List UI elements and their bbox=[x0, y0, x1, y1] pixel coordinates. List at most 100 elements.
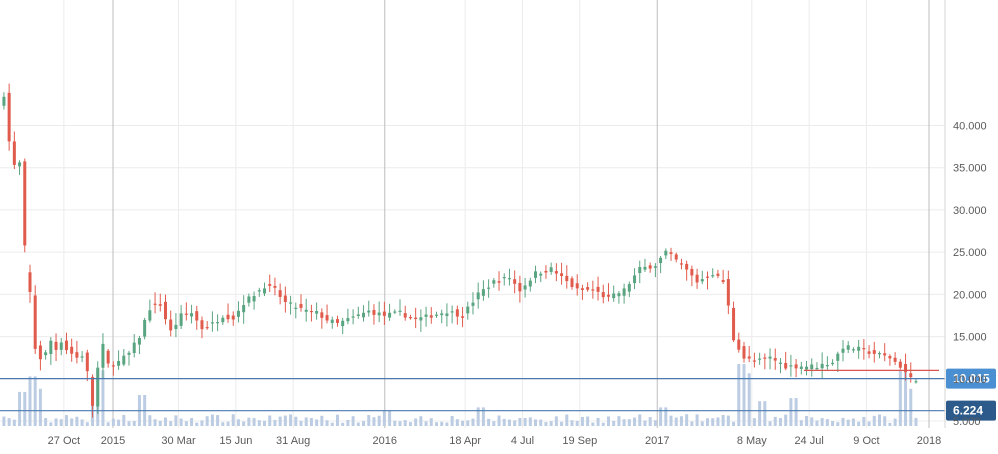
candle-body bbox=[362, 312, 366, 318]
candle-body bbox=[820, 363, 824, 369]
volume-bar bbox=[163, 417, 167, 426]
candle-body bbox=[721, 279, 725, 283]
volume-bar bbox=[586, 416, 590, 426]
volume-bar bbox=[346, 420, 350, 426]
volume-bar bbox=[424, 421, 428, 426]
volume-bar bbox=[236, 419, 240, 426]
x-tick-label: 2015 bbox=[101, 435, 125, 447]
volume-bar bbox=[617, 416, 621, 426]
volume-bar bbox=[648, 417, 652, 426]
volume-bar bbox=[393, 420, 397, 426]
volume-bar bbox=[596, 417, 600, 426]
x-tick-label: 9 Oct bbox=[853, 435, 879, 447]
volume-bar bbox=[132, 420, 136, 426]
volume-bar bbox=[315, 419, 319, 426]
volume-bar bbox=[210, 414, 214, 426]
candle-body bbox=[309, 311, 313, 313]
x-tick-label: 8 May bbox=[737, 435, 767, 447]
candle-body bbox=[669, 252, 673, 254]
volume-bar bbox=[601, 422, 605, 426]
candle-body bbox=[487, 287, 491, 289]
volume-bar bbox=[382, 410, 386, 426]
x-tick-label: 19 Sep bbox=[562, 435, 597, 447]
volume-bar bbox=[487, 418, 491, 426]
candle-body bbox=[554, 271, 558, 274]
candle-body bbox=[216, 322, 220, 324]
candle-body bbox=[659, 257, 663, 264]
candle-body bbox=[304, 309, 308, 312]
volume-bar bbox=[575, 420, 579, 426]
volume-bar bbox=[523, 417, 527, 426]
candle-body bbox=[434, 314, 439, 316]
volume-bar bbox=[356, 422, 360, 426]
y-tick-label: 35.000 bbox=[953, 163, 987, 175]
volume-bar bbox=[836, 422, 840, 426]
candle-body bbox=[862, 348, 866, 350]
volume-bar bbox=[867, 421, 871, 426]
candle-body bbox=[471, 302, 475, 306]
candle-body bbox=[664, 250, 668, 256]
candle-body bbox=[257, 290, 261, 292]
candle-body bbox=[252, 296, 256, 302]
candle-body bbox=[606, 294, 610, 297]
candle-body bbox=[575, 283, 579, 289]
candle-body bbox=[539, 273, 543, 276]
candle-body bbox=[127, 352, 131, 355]
volume-bar bbox=[914, 417, 918, 426]
volume-bar bbox=[289, 414, 293, 426]
volume-bar bbox=[59, 419, 63, 426]
candle-body bbox=[419, 317, 423, 321]
volume-bar bbox=[502, 418, 506, 426]
candle-body bbox=[184, 313, 188, 315]
candle-body bbox=[627, 284, 631, 292]
volume-bar bbox=[591, 422, 595, 426]
candle-body bbox=[549, 267, 553, 272]
x-tick-label: 2018 bbox=[917, 435, 941, 447]
candle-body bbox=[638, 267, 642, 274]
volume-bar bbox=[179, 418, 183, 426]
volume-bar bbox=[794, 398, 798, 426]
candle-body bbox=[752, 360, 756, 362]
candle-body bbox=[685, 263, 689, 270]
y-tick-label: 40.000 bbox=[953, 120, 987, 132]
candle-body bbox=[346, 318, 350, 322]
volume-bar bbox=[111, 418, 115, 426]
volume-bar bbox=[612, 420, 616, 426]
volume-bar bbox=[304, 417, 308, 426]
volume-bar bbox=[726, 415, 730, 426]
volume-bar bbox=[205, 416, 209, 426]
candle-body bbox=[200, 320, 204, 330]
candle-body bbox=[242, 305, 246, 313]
candle-body bbox=[476, 292, 480, 300]
volume-bar bbox=[606, 416, 610, 426]
volume-bar bbox=[466, 420, 470, 426]
volume-bar bbox=[737, 364, 741, 426]
volume-bar bbox=[481, 407, 485, 426]
candle-body bbox=[403, 313, 407, 318]
candle-body bbox=[695, 274, 699, 283]
volume-bar bbox=[877, 414, 881, 426]
volume-bar bbox=[820, 418, 824, 426]
candle-body bbox=[851, 349, 855, 351]
candle-body bbox=[700, 279, 704, 282]
volume-bar bbox=[153, 419, 157, 426]
x-tick-label: 24 Jul bbox=[794, 435, 823, 447]
volume-bar bbox=[560, 421, 564, 426]
candle-body bbox=[815, 367, 819, 370]
volume-bar bbox=[810, 417, 814, 426]
candle-body bbox=[737, 339, 741, 350]
volume-bars bbox=[2, 364, 918, 426]
candle-body bbox=[914, 381, 918, 383]
candle-body bbox=[466, 306, 470, 314]
volume-bar bbox=[226, 421, 230, 426]
volume-bar bbox=[700, 421, 704, 426]
volume-bar bbox=[565, 414, 569, 426]
candle-body bbox=[492, 280, 496, 284]
candle-body bbox=[481, 289, 485, 296]
candle-body bbox=[80, 356, 84, 358]
volume-bar bbox=[461, 420, 465, 426]
x-tick-label: 31 Aug bbox=[276, 435, 310, 447]
candle-body bbox=[408, 317, 412, 319]
candle-body bbox=[117, 360, 121, 366]
volume-bar bbox=[476, 407, 480, 426]
